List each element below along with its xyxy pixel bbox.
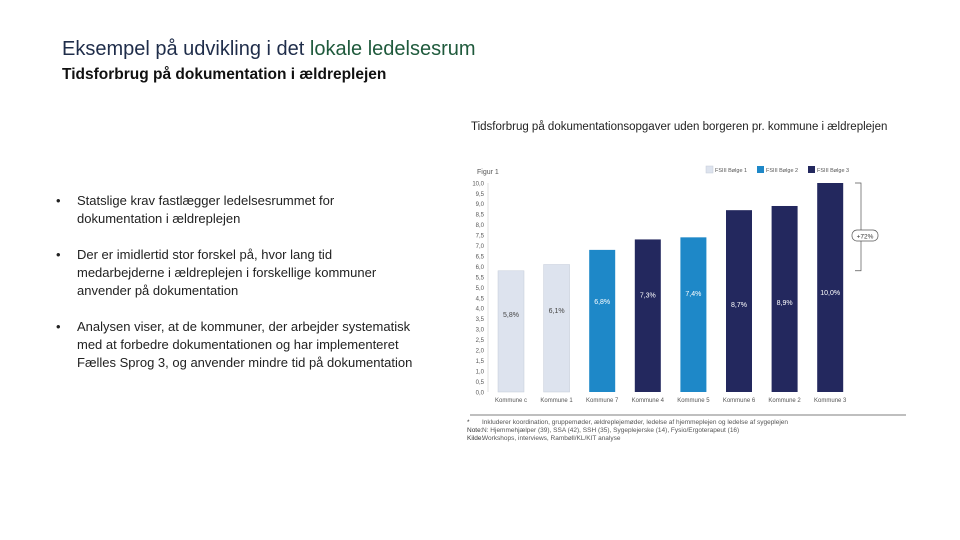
bullet-item: Analysen viser, at de kommuner, der arbe…: [56, 318, 416, 372]
annotation-bracket: [855, 182, 862, 272]
y-tick-label: 3,0: [476, 328, 485, 334]
bar-value-label: 7,4%: [685, 291, 701, 298]
page-title-accent: lokale ledelsesrum: [309, 38, 476, 60]
y-tick-label: 7,0: [476, 244, 485, 250]
bar: [680, 237, 707, 392]
legend-swatch: [808, 166, 815, 173]
chart-title: Tidsforbrug på dokumentationsopgaver ude…: [471, 121, 888, 133]
bar: [771, 205, 798, 392]
y-tick-label: 4,5: [476, 296, 485, 302]
bar: [589, 249, 616, 392]
bar-value-label: 6,8%: [594, 299, 610, 306]
legend-label: FSIII Bølge 3: [817, 168, 849, 174]
bullet-item: Der er imidlertid stor forskel på, hvor …: [56, 246, 416, 300]
note-key: Note:: [467, 427, 483, 435]
y-tick-label: 5,0: [476, 286, 485, 292]
note-row: Note:N: Hjemmehjælper (39), SSA (42), SS…: [467, 427, 907, 435]
y-tick-label: 5,5: [476, 275, 485, 281]
y-tick-label: 2,5: [476, 338, 485, 344]
y-tick-label: 10,0: [472, 181, 484, 187]
y-tick-label: 1,0: [476, 369, 485, 375]
y-tick-label: 6,5: [476, 254, 485, 260]
note-row: Kilde:Workshops, interviews, Rambøll/KL/…: [467, 435, 907, 443]
note-text: N: Hjemmehjælper (39), SSA (42), SSH (35…: [482, 427, 740, 435]
bar-value-label: 8,7%: [731, 302, 747, 309]
bullet-list: Statslige krav fastlægger ledelsesrummet…: [56, 192, 416, 390]
page-subtitle: Tidsforbrug på dokumentation i ældreplej…: [62, 66, 387, 83]
bar: [543, 264, 570, 393]
y-tick-label: 9,5: [476, 192, 485, 198]
legend-swatch: [705, 165, 714, 174]
note-text: Workshops, interviews, Rambøll/KL/KIT an…: [482, 435, 621, 443]
page-title-part1: Eksempel på udvikling i det: [62, 38, 310, 60]
x-tick-label: Kommune c: [495, 398, 527, 404]
y-tick-label: 4,0: [476, 307, 485, 313]
note-key: *: [467, 419, 470, 426]
x-tick-label: Kommune 5: [677, 398, 710, 404]
note-text: Inkluderer koordination, gruppemøder, æl…: [482, 419, 789, 426]
bullet-item: Statslige krav fastlægger ledelsesrummet…: [56, 192, 416, 228]
y-tick-label: 3,5: [476, 317, 485, 323]
bar: [634, 239, 661, 392]
x-tick-label: Kommune 3: [814, 398, 847, 404]
y-tick-label: 0,0: [476, 390, 485, 396]
bar-value-label: 10,0%: [820, 290, 840, 297]
bar: [817, 183, 844, 392]
chart-notes: * Inkluderer koordination, gruppemøder, æ…: [467, 419, 907, 444]
y-tick-label: 6,0: [476, 265, 485, 271]
annotation-badge: [851, 229, 879, 242]
bar: [726, 210, 752, 392]
figure-label: Figur 1: [477, 169, 499, 176]
bar-value-label: 5,8%: [503, 312, 519, 319]
y-tick-label: 2,0: [476, 349, 485, 355]
x-tick-label: Kommune 1: [540, 398, 573, 404]
y-tick-label: 7,5: [476, 234, 485, 240]
y-tick-label: 9,0: [476, 202, 485, 208]
bar: [497, 270, 525, 393]
x-tick-label: Kommune 7: [586, 398, 619, 404]
y-tick-label: 0,5: [476, 380, 485, 386]
bar-value-label: 7,3%: [640, 292, 656, 299]
page-title: Eksempel på udvikling i det lokale ledel…: [62, 38, 476, 61]
x-tick-label: Kommune 2: [768, 398, 801, 404]
legend-label: FSIII Bølge 1: [715, 168, 747, 174]
legend-swatch: [757, 166, 764, 173]
note-key: Kilde:: [467, 435, 484, 443]
y-tick-label: 8,0: [476, 223, 485, 229]
y-tick-label: 8,5: [476, 213, 485, 219]
annotation-label: +72%: [857, 233, 874, 240]
bar-value-label: 8,9%: [777, 300, 793, 307]
note-row: * Inkluderer koordination, gruppemøder, æ…: [467, 419, 907, 427]
legend-label: FSIII Bølge 2: [766, 168, 798, 174]
x-tick-label: Kommune 4: [632, 398, 665, 404]
y-tick-label: 1,5: [476, 359, 485, 365]
bar-value-label: 6,1%: [549, 308, 565, 315]
x-tick-label: Kommune 6: [723, 398, 756, 404]
